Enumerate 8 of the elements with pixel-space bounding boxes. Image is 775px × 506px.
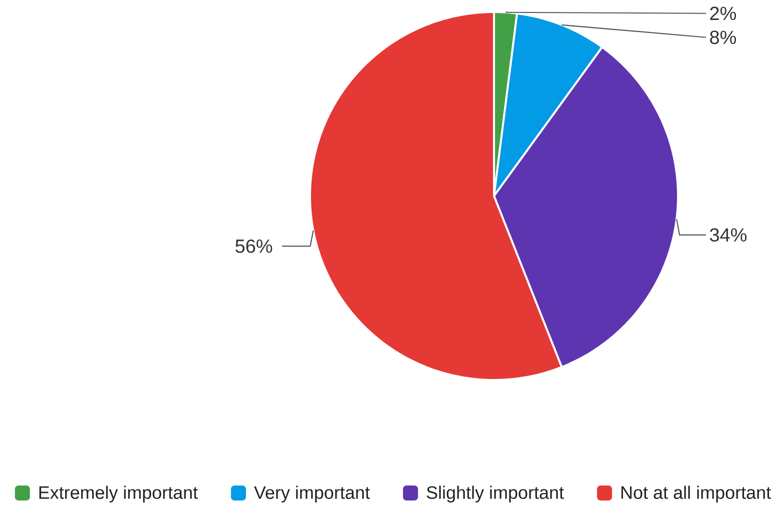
legend-label: Slightly important: [426, 486, 564, 503]
legend-label: Extremely important: [39, 486, 198, 503]
data-label: 56%: [236, 239, 272, 253]
legend-label: Very important: [254, 486, 370, 503]
data-label: 2%: [710, 6, 736, 20]
data-label: 8%: [710, 30, 736, 44]
legend-label: Not at all important: [622, 486, 771, 503]
data-label: 34%: [710, 228, 747, 242]
